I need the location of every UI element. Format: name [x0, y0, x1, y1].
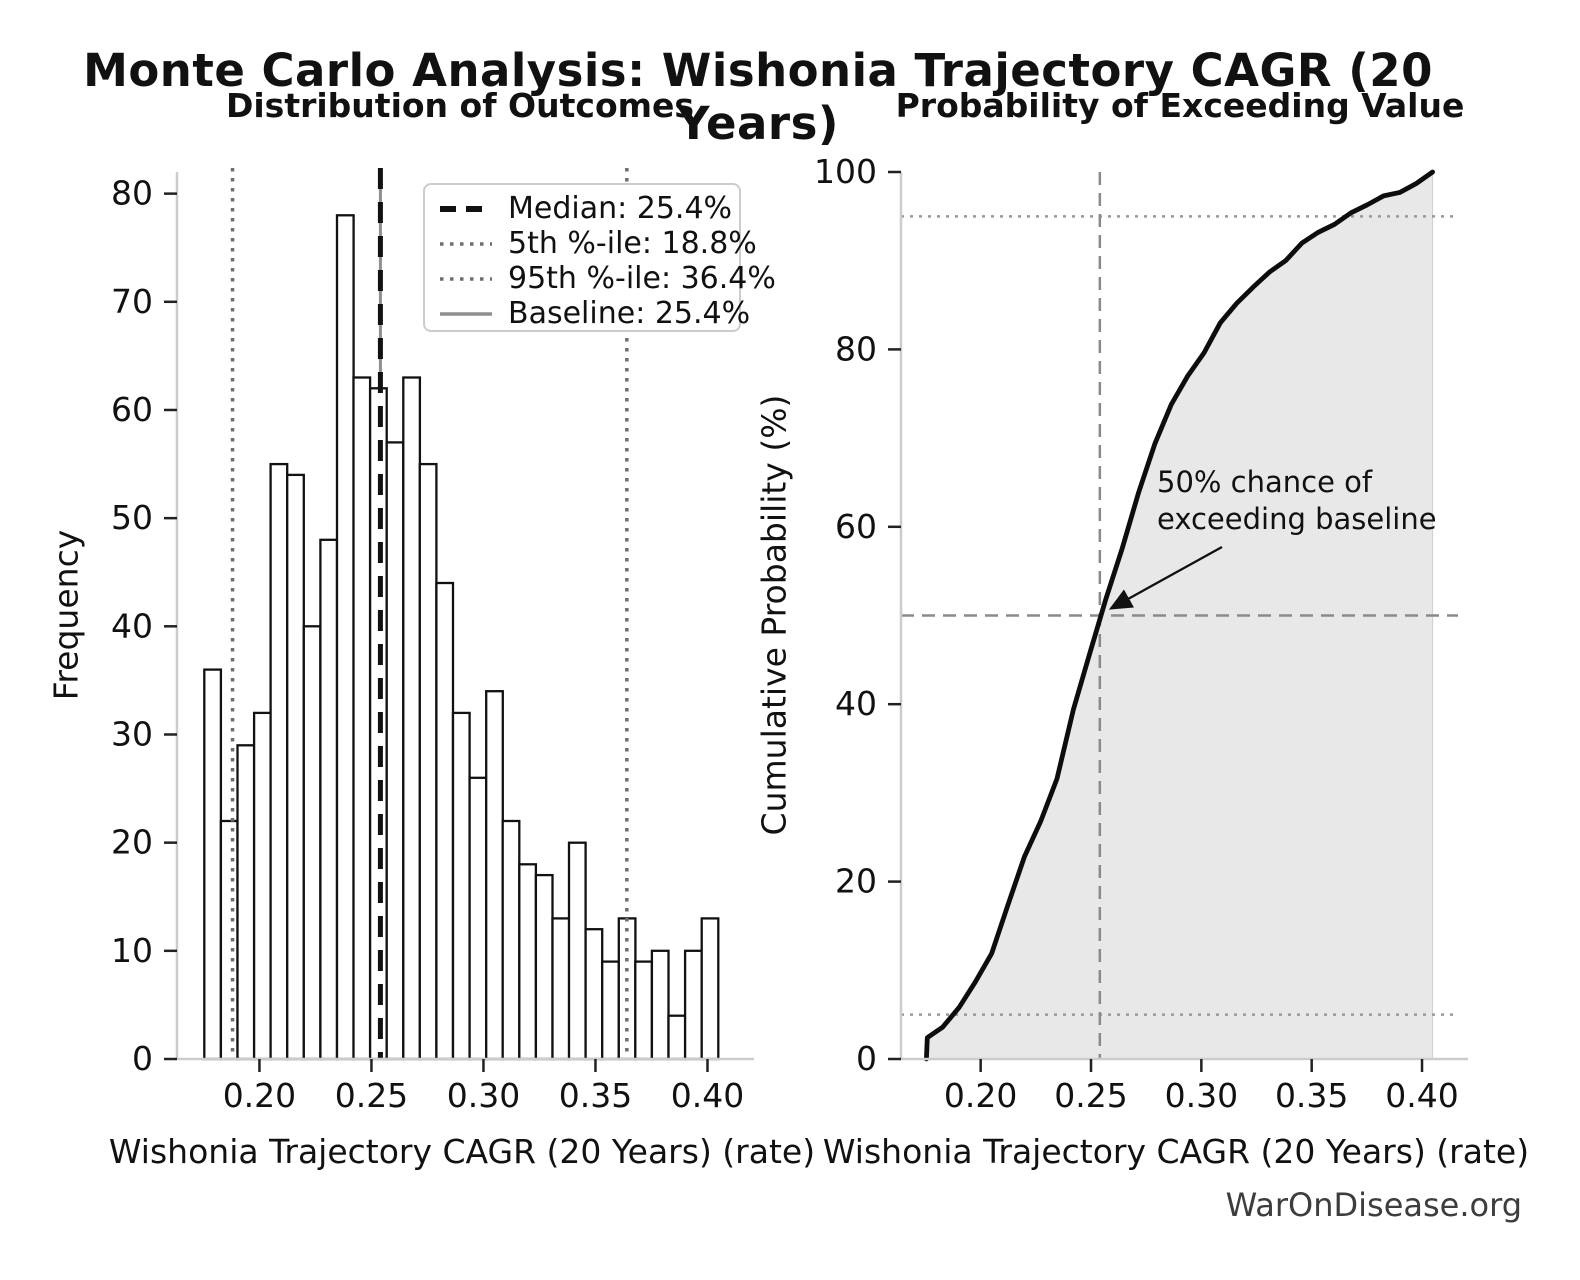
y-tick-label: 80 [835, 329, 877, 368]
histogram-bar [269, 462, 289, 1061]
histogram-bar [402, 376, 422, 1061]
y-tick-label: 30 [111, 714, 153, 753]
histogram-bar [219, 819, 239, 1061]
legend: Median: 25.4% 5th %-ile: 18.8% 95th %-ile:… [423, 183, 776, 332]
histogram-bar [518, 863, 538, 1061]
histogram-bar [501, 819, 521, 1061]
histogram-bar [451, 711, 471, 1061]
x-tick-label: 0.20 [944, 1076, 1017, 1115]
histogram-bar [319, 538, 339, 1061]
cdf-x-axis-label: Wishonia Trajectory CAGR (20 Years) (rat… [822, 1132, 1530, 1171]
histogram-bar [601, 960, 620, 1061]
figure-title: Monte Carlo Analysis: Wishonia Trajector… [83, 44, 1433, 150]
histogram-title: Distribution of Outcomes [225, 86, 695, 125]
y-tick-label: 40 [835, 684, 877, 723]
histogram-bar [286, 473, 305, 1061]
histogram-bar [385, 441, 405, 1061]
histogram-bar [203, 668, 223, 1061]
y-tick-label: 40 [111, 606, 153, 645]
histogram-x-axis-label: Wishonia Trajectory CAGR (20 Years) (rat… [108, 1132, 816, 1171]
x-tick-label: 0.40 [671, 1076, 744, 1115]
legend-dotted-line-icon [440, 241, 492, 246]
histogram-bar [634, 960, 654, 1061]
y-tick-label: 20 [835, 862, 877, 901]
y-tick-label: 0 [132, 1039, 153, 1078]
y-tick-label: 100 [814, 152, 877, 191]
y-tick-label: 20 [111, 823, 153, 862]
legend-item-median: Median: 25.4% [439, 191, 732, 226]
x-tick-label: 0.25 [335, 1076, 408, 1115]
histogram-bar [534, 873, 554, 1061]
x-tick-label: 0.35 [1275, 1076, 1348, 1115]
cdf-curve [924, 169, 1435, 1062]
histogram-bar [335, 214, 355, 1061]
legend-dotted-line-icon [440, 276, 492, 281]
histogram-bar [551, 917, 571, 1061]
y-tick-label: 0 [856, 1039, 877, 1078]
x-tick-label: 0.25 [1054, 1076, 1127, 1115]
legend-label: Baseline: 25.4% [508, 296, 751, 331]
y-tick-label: 10 [111, 931, 153, 970]
x-tick-label: 0.30 [1165, 1076, 1238, 1115]
annotation-arrow [1108, 545, 1223, 610]
legend-item-p5: 5th %-ile: 18.8% [439, 226, 757, 261]
y-tick-label: 50 [111, 498, 153, 537]
cdf-annotation: 50% chance of exceeding baseline [1157, 464, 1437, 538]
histogram-bar [700, 917, 720, 1061]
histogram-bar [236, 744, 256, 1061]
x-tick-label: 0.35 [559, 1076, 632, 1115]
histogram-bar [435, 581, 455, 1061]
legend-item-p95: 95th %-ile: 36.4% [439, 261, 776, 296]
histogram-bar [567, 841, 587, 1061]
histogram-bar [485, 690, 504, 1061]
legend-dashed-line-icon [440, 205, 492, 212]
histogram-bar [650, 949, 670, 1061]
histogram-bar [418, 462, 438, 1061]
watermark: WarOnDisease.org [1225, 1186, 1522, 1224]
histogram-bar [468, 776, 488, 1061]
annotation-line-2: exceeding baseline [1157, 502, 1437, 536]
histogram-bar [584, 928, 604, 1061]
histogram-bar [352, 376, 372, 1061]
x-tick-label: 0.40 [1385, 1076, 1458, 1115]
legend-label: 95th %-ile: 36.4% [508, 261, 776, 296]
histogram-bar [302, 625, 322, 1061]
cdf-title: Probability of Exceeding Value [895, 86, 1465, 125]
y-tick-label: 60 [111, 390, 153, 429]
histogram-bar [667, 1014, 687, 1061]
x-tick-label: 0.20 [223, 1076, 296, 1115]
legend-label: Median: 25.4% [508, 191, 733, 226]
x-tick-label: 0.30 [447, 1076, 520, 1115]
y-tick-label: 80 [111, 174, 153, 213]
histogram-bar [252, 711, 272, 1061]
legend-item-baseline: Baseline: 25.4% [439, 296, 750, 331]
histogram-bar [683, 949, 703, 1061]
y-tick-label: 60 [835, 507, 877, 546]
y-tick-label: 70 [111, 282, 153, 321]
legend-solid-line-icon [440, 311, 492, 316]
legend-label: 5th %-ile: 18.8% [508, 226, 757, 261]
annotation-line-1: 50% chance of [1157, 465, 1373, 499]
